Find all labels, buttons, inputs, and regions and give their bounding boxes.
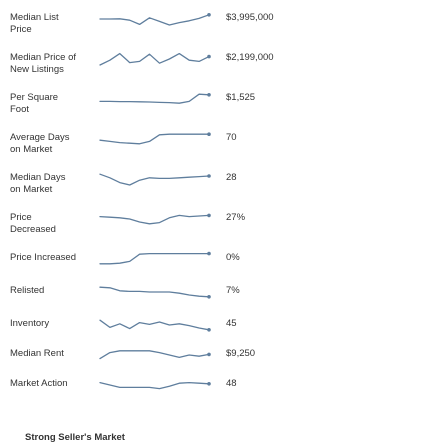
stat-label: Median Price of New Listings: [10, 52, 77, 75]
sparkline-trend-line: [99, 252, 210, 265]
stat-row: Market Action 48: [0, 378, 448, 408]
stat-row: Relisted 7%: [0, 285, 448, 315]
sparkline: [99, 350, 211, 360]
sparkline-trend-line: [99, 214, 210, 225]
sparkline-end-dot: [207, 295, 211, 299]
sparkline-trend-line: [99, 286, 210, 298]
stat-label: Price Increased: [10, 252, 77, 263]
sparkline-end-dot: [207, 328, 211, 332]
stat-label: Average Days on Market: [10, 132, 70, 155]
stat-value: 28: [226, 172, 237, 183]
stat-row: Median Rent $9,250: [0, 348, 448, 378]
stat-row: Price Increased 0%: [0, 251, 448, 282]
stat-row: Median Price of New Listings $2,199,000: [0, 52, 448, 82]
sparkline-end-dot: [207, 93, 211, 97]
sparkline-end-dot: [207, 382, 211, 386]
stat-label: Median Rent: [10, 348, 64, 359]
sparkline: [99, 13, 211, 26]
sparkline-end-dot: [207, 352, 211, 357]
stat-value: 27%: [226, 212, 246, 223]
sparkline-end-dot: [207, 251, 211, 256]
sparkline: [99, 381, 211, 390]
stat-value: $9,250: [226, 348, 256, 359]
stat-label: Median Days on Market: [10, 172, 66, 195]
stat-label: Market Action: [10, 378, 68, 389]
sparkline: [99, 173, 211, 186]
sparkline-trend-line: [99, 381, 210, 390]
sparkline-trend-line: [99, 319, 210, 331]
stat-row: Median Days on Market 28: [0, 172, 448, 202]
sparkline: [99, 52, 211, 66]
stat-value: 0%: [226, 252, 240, 263]
stat-label: Per Square Foot: [10, 92, 59, 115]
stat-label: Relisted: [10, 285, 45, 296]
sparkline-end-dot: [207, 132, 211, 136]
stat-value: $2,199,000: [226, 52, 274, 63]
stat-row: Average Days on Market 70: [0, 132, 448, 162]
market-condition-label: Strong Seller's Market: [25, 432, 125, 443]
stat-label: Price Decreased: [10, 212, 56, 235]
stat-value: 45: [226, 318, 237, 329]
stat-value: 48: [226, 378, 237, 389]
stat-value: 7%: [226, 285, 240, 296]
sparkline-trend-line: [99, 173, 210, 186]
sparkline: [99, 93, 211, 104]
sparkline-trend-line: [99, 14, 210, 26]
sparkline-end-dot: [207, 213, 211, 218]
sparkline-trend-line: [99, 133, 210, 145]
stat-value: $1,525: [226, 92, 256, 103]
stat-row: Per Square Foot $1,525: [0, 92, 448, 122]
stat-value: 70: [226, 132, 237, 143]
sparkline-end-dot: [207, 174, 211, 178]
sparkline-trend-line: [99, 52, 210, 66]
stat-row: Median List Price $3,995,000: [0, 12, 448, 42]
stat-label: Inventory: [10, 318, 50, 329]
sparkline: [99, 132, 211, 145]
stat-row: Price Decreased 27%: [0, 212, 448, 242]
sparkline: [99, 213, 211, 225]
sparkline: [99, 319, 211, 332]
sparkline-trend-line: [99, 93, 210, 104]
stat-value: $3,995,000: [226, 12, 274, 23]
sparkline: [99, 286, 211, 299]
stat-row: Inventory 45: [0, 318, 448, 348]
sparkline-end-dot: [207, 13, 211, 17]
sparkline: [99, 251, 211, 265]
sparkline-end-dot: [207, 54, 211, 59]
stat-label: Median List Price: [10, 12, 59, 35]
sparkline-trend-line: [99, 350, 210, 360]
